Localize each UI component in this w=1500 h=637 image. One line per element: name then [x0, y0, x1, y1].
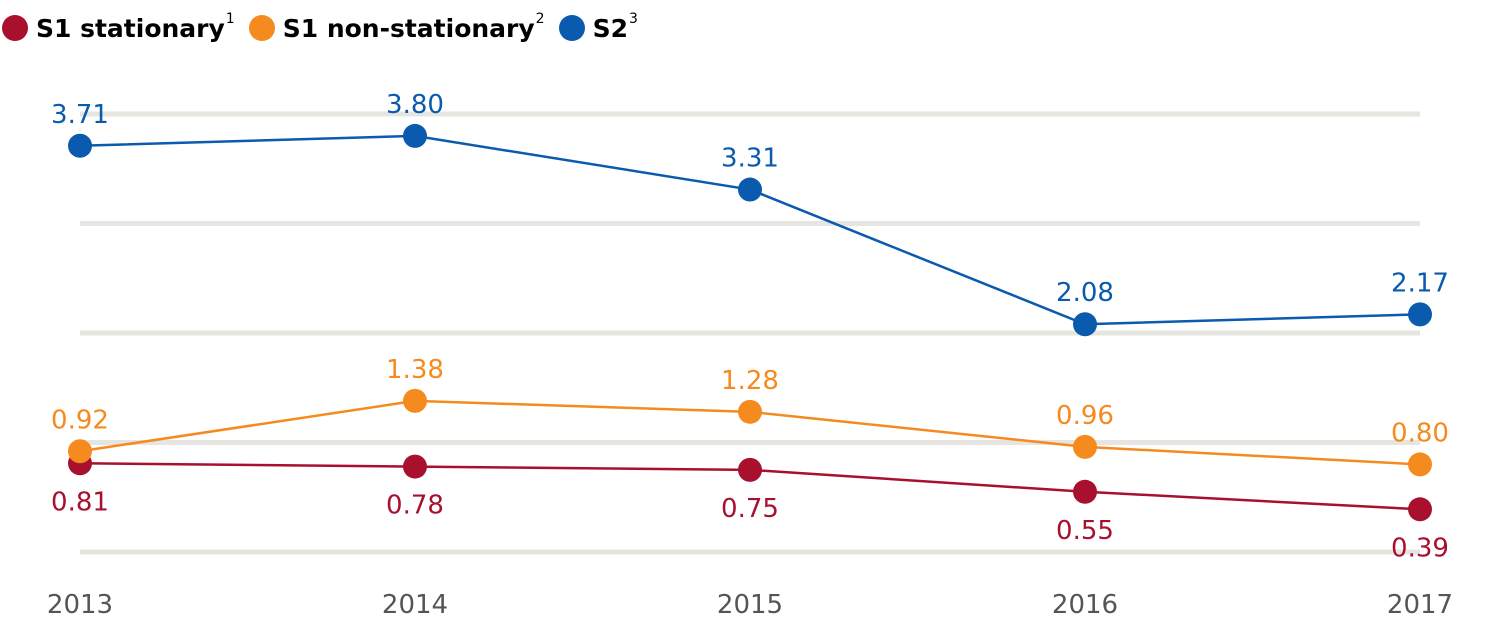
legend-marker-s2 [558, 15, 585, 41]
data-point-s2 [738, 177, 762, 202]
chart-legend: S1 stationary1 S1 non-stationary2 S23 [2, 8, 652, 48]
data-label-s2: 3.80 [386, 90, 444, 120]
data-label-non-stationary: 0.80 [1391, 418, 1449, 448]
data-label-stationary: 0.55 [1056, 516, 1114, 546]
legend-label-s2: S23 [592, 10, 638, 43]
data-point-non-stationary [1073, 434, 1097, 459]
data-label-stationary: 0.78 [386, 491, 444, 521]
legend-item-s1-non-stationary: S1 non-stationary2 [248, 10, 545, 43]
chart-gridlines [80, 111, 1420, 555]
x-tick-label: 2017 [1387, 590, 1453, 620]
data-point-stationary [1408, 497, 1432, 522]
chart-data-labels: 0.81 0.78 0.75 0.55 0.39 0.92 1.38 1.28 0.96 0.80… [51, 90, 1449, 563]
data-point-non-stationary [738, 399, 762, 424]
data-label-non-stationary: 0.96 [1056, 401, 1114, 431]
x-tick-label: 2016 [1052, 590, 1118, 620]
legend-label-s1-non-stationary: S1 non-stationary2 [282, 10, 545, 43]
data-label-s2: 2.17 [1391, 268, 1449, 298]
data-point-stationary [1073, 479, 1097, 504]
data-point-s2 [68, 133, 92, 158]
data-point-non-stationary [1408, 452, 1432, 477]
data-label-non-stationary: 0.92 [51, 405, 109, 435]
x-tick-label: 2014 [382, 590, 448, 620]
x-tick-label: 2015 [717, 590, 783, 620]
data-label-s2: 3.71 [51, 100, 109, 130]
data-label-s2: 2.08 [1056, 278, 1114, 308]
data-point-stationary [403, 454, 427, 479]
data-point-non-stationary [68, 439, 92, 464]
data-label-non-stationary: 1.28 [721, 366, 779, 396]
data-label-stationary: 0.39 [1391, 533, 1449, 563]
legend-label-s1-stationary: S1 stationary1 [36, 10, 235, 43]
legend-item-s2: S23 [558, 10, 638, 43]
data-point-s2 [1073, 312, 1097, 337]
data-label-s2: 3.31 [721, 144, 779, 174]
x-axis-tick-labels: 2013 2014 2015 2016 2017 [47, 590, 1453, 620]
data-label-stationary: 0.81 [51, 487, 109, 517]
data-point-s2 [403, 123, 427, 148]
data-label-non-stationary: 1.38 [386, 355, 444, 385]
data-point-s2 [1408, 302, 1432, 327]
x-tick-label: 2013 [47, 590, 113, 620]
legend-item-s1-stationary: S1 stationary1 [2, 10, 235, 43]
data-point-non-stationary [403, 388, 427, 413]
data-label-stationary: 0.75 [721, 494, 779, 524]
data-point-stationary [738, 457, 762, 482]
chart-data-points [68, 123, 1432, 522]
legend-marker-s1-non-stationary [248, 15, 275, 41]
legend-marker-s1-stationary [2, 15, 28, 41]
